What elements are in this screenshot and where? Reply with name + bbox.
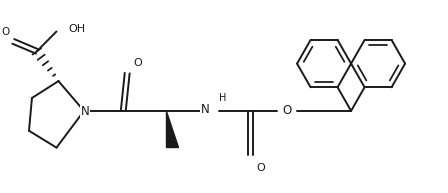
Text: N: N	[201, 103, 210, 116]
Text: O: O	[257, 163, 266, 173]
Text: OH: OH	[68, 25, 86, 35]
Text: O: O	[133, 58, 142, 68]
Polygon shape	[167, 111, 178, 147]
Text: H: H	[220, 93, 227, 103]
Text: O: O	[1, 27, 9, 37]
Text: N: N	[81, 105, 89, 118]
Text: O: O	[283, 104, 292, 117]
